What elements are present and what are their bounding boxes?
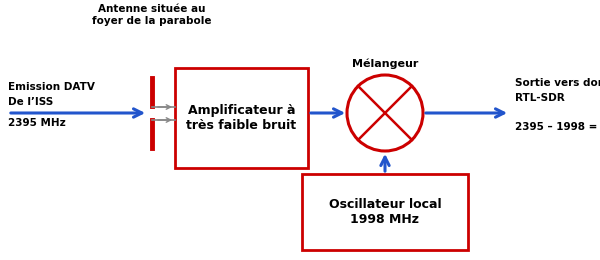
Text: Antenne située au
foyer de la parabole: Antenne située au foyer de la parabole xyxy=(92,4,212,25)
Text: Emission DATV: Emission DATV xyxy=(8,82,95,92)
Text: Sortie vers dongle: Sortie vers dongle xyxy=(515,78,600,88)
Text: 2395 – 1998 = 397 MHz: 2395 – 1998 = 397 MHz xyxy=(515,122,600,132)
Text: RTL-SDR: RTL-SDR xyxy=(515,93,565,103)
Text: Oscillateur local
1998 MHz: Oscillateur local 1998 MHz xyxy=(329,198,442,226)
Text: Mélangeur: Mélangeur xyxy=(352,58,418,69)
Text: De l’ISS: De l’ISS xyxy=(8,97,53,107)
Bar xyxy=(175,68,308,168)
Bar xyxy=(302,174,468,250)
Text: Amplificateur à
très faible bruit: Amplificateur à très faible bruit xyxy=(187,104,296,132)
Text: 2395 MHz: 2395 MHz xyxy=(8,118,66,128)
